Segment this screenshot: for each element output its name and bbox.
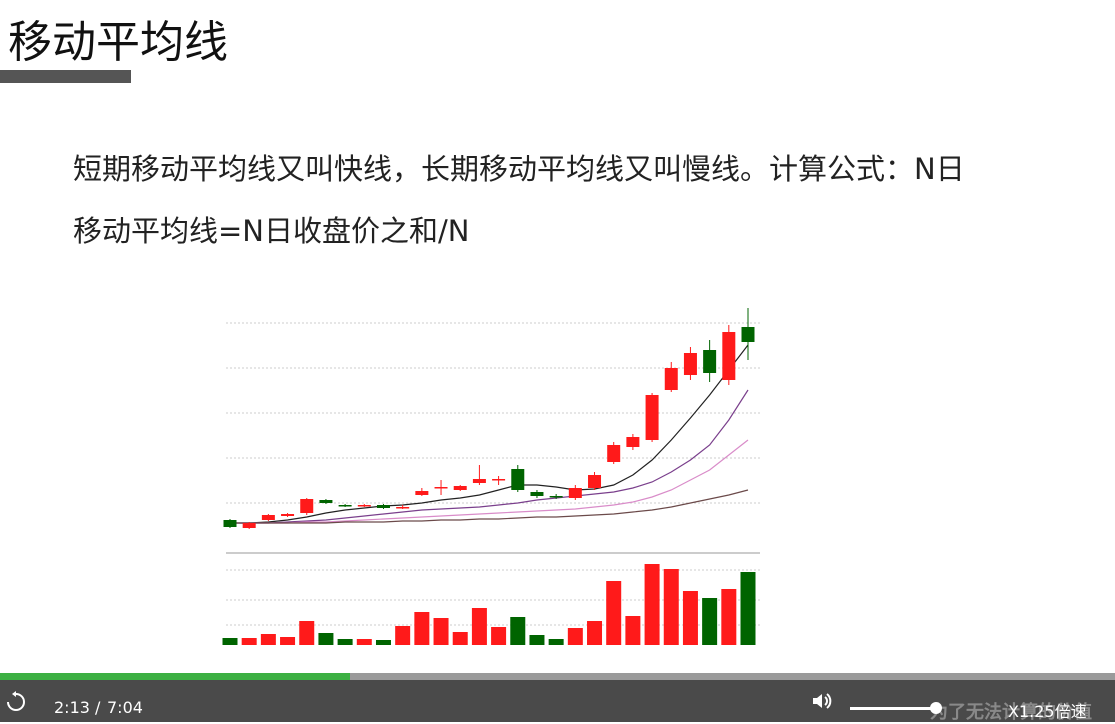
candle-body <box>722 332 736 380</box>
volume-bar <box>587 621 603 645</box>
duration: 7:04 <box>107 698 143 717</box>
volume-bar <box>356 639 372 645</box>
volume-bar <box>452 632 468 645</box>
candle-body <box>549 496 563 498</box>
candle-body <box>242 523 256 528</box>
volume-bar <box>702 598 718 645</box>
candle-body <box>357 505 371 507</box>
grid <box>226 322 760 626</box>
replay-button[interactable] <box>4 690 28 714</box>
volume-bar <box>548 639 564 645</box>
volume-bar <box>241 638 257 645</box>
candle-body <box>223 520 237 527</box>
candle-body <box>472 479 486 483</box>
candle-body <box>376 505 390 508</box>
progress-track[interactable] <box>0 673 1115 680</box>
candle-body <box>434 487 448 489</box>
candle-body <box>415 491 429 495</box>
volume-bar <box>260 634 276 645</box>
time-separator: / <box>95 698 101 717</box>
volume-bar <box>625 616 641 645</box>
volume-bar <box>663 569 679 645</box>
moving-average <box>230 344 749 524</box>
candle-body <box>511 469 525 490</box>
slide-title: 移动平均线 <box>8 17 228 68</box>
volume-bar <box>222 638 238 645</box>
volume-button[interactable] <box>810 689 834 713</box>
candle-body <box>607 445 621 462</box>
candle-body <box>453 486 467 490</box>
volume-bar <box>491 627 507 645</box>
candle-body <box>664 368 678 390</box>
volume-bar <box>433 618 449 645</box>
progress-played <box>0 673 350 680</box>
chart <box>222 308 760 645</box>
candle-body <box>741 327 755 342</box>
candle-body <box>568 488 582 498</box>
candle-body <box>261 515 275 520</box>
slide-text: 短期移动平均线又叫快线，长期移动平均线又叫慢线。计算公式：N日 <box>73 152 965 186</box>
moving-average <box>230 389 749 524</box>
moving-average <box>230 489 749 524</box>
candle-body <box>300 499 314 513</box>
volume-bar <box>337 639 353 645</box>
volume-bar <box>414 612 430 645</box>
watermark: 为了无法计算的价值 <box>930 702 1092 723</box>
volume-bar <box>529 635 545 645</box>
candle-body <box>396 507 410 509</box>
candle-body <box>645 395 659 440</box>
title-bar <box>0 70 131 83</box>
candle-body <box>703 350 717 373</box>
volume-bar <box>471 608 487 645</box>
volume-bar <box>682 591 698 645</box>
volume-bar <box>375 640 391 645</box>
control-bar: 2:13 / 7:04 为了无法计算的价值 X1.25倍速 <box>0 680 1115 723</box>
candle-body <box>492 479 506 481</box>
candle-body <box>588 475 602 488</box>
volume-bar <box>395 626 411 645</box>
moving-average <box>230 439 749 524</box>
volume-bar <box>740 572 756 645</box>
current-time: 2:13 <box>54 698 90 717</box>
candle-body <box>338 505 352 507</box>
volume-bar <box>280 637 296 645</box>
volume-bar <box>721 589 737 645</box>
volume-bar <box>567 628 583 645</box>
candle-body <box>281 514 295 516</box>
candle-body <box>530 492 544 496</box>
volume-bar <box>510 617 526 645</box>
slide-text: 移动平均线=N日收盘价之和/N <box>73 214 470 248</box>
speed-button[interactable]: X1.25倍速 <box>1008 702 1087 721</box>
candle-body <box>319 500 333 503</box>
candle-body <box>626 437 640 447</box>
candle-body <box>683 353 697 375</box>
volume-slider[interactable] <box>850 707 938 710</box>
volume-knob[interactable] <box>930 702 942 714</box>
volume-bar <box>299 621 315 645</box>
volume-bar <box>606 581 622 645</box>
volume-bar <box>644 564 660 645</box>
volume-bar <box>318 633 334 645</box>
